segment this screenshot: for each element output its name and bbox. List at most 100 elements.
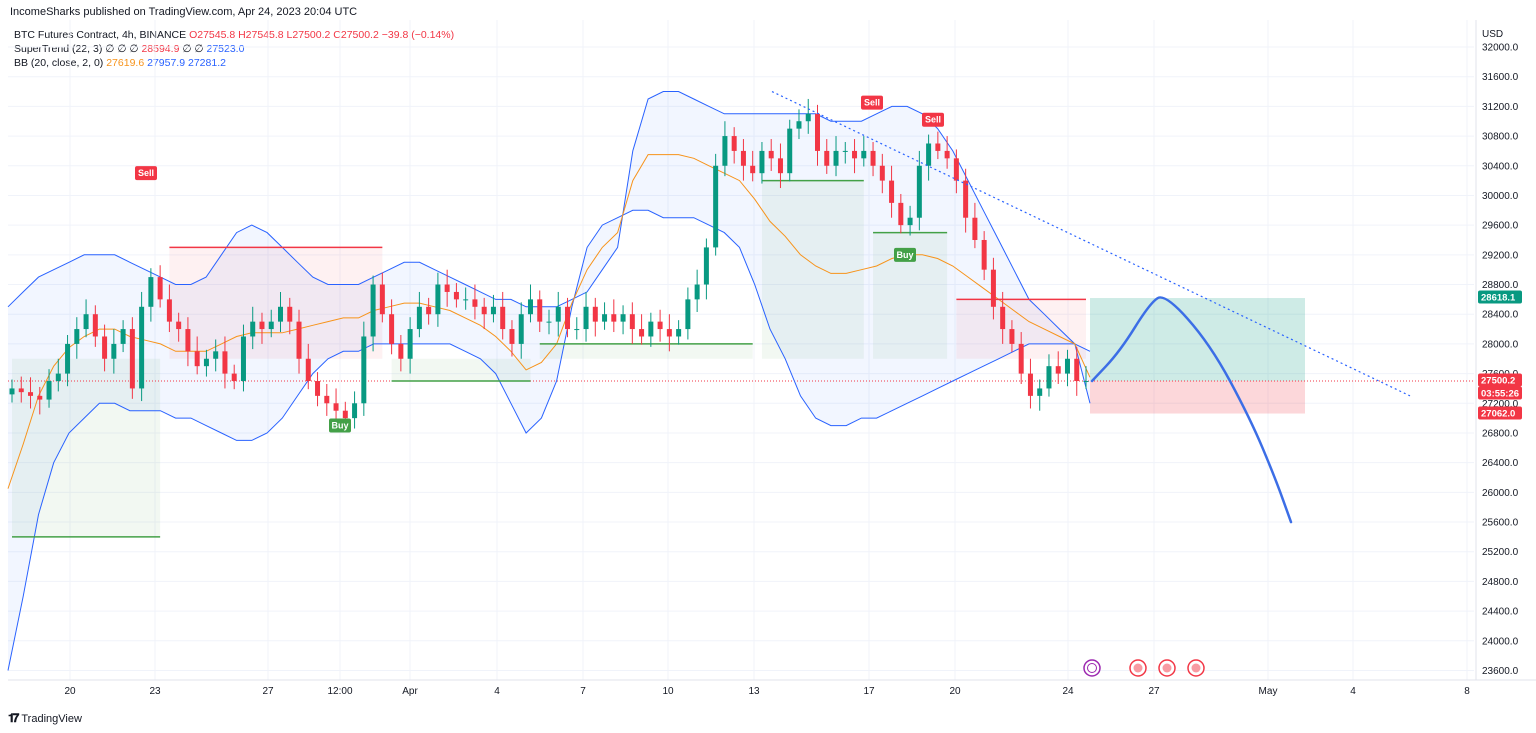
signal-buy: Buy xyxy=(329,418,351,433)
candle-body xyxy=(398,343,404,359)
candle-body xyxy=(546,321,552,323)
signal-badge xyxy=(894,247,916,262)
candle-body xyxy=(1037,388,1043,396)
x-tick-label: 7 xyxy=(580,686,586,697)
projection-curve xyxy=(1090,296,1293,524)
y-tick-label: 26400.0 xyxy=(1482,458,1519,469)
y-tick-label: 27200.0 xyxy=(1482,399,1519,410)
candle-body xyxy=(592,306,598,322)
candle-body xyxy=(815,113,820,151)
legend-bb-label: BB (20, close, 2, 0) xyxy=(14,57,104,69)
candle-body xyxy=(750,165,756,174)
candle-body xyxy=(176,321,182,330)
x-tick-label: May xyxy=(1259,686,1278,697)
x-tick-label: 24 xyxy=(1062,686,1074,697)
candle-body xyxy=(666,329,672,337)
tradingview-brand[interactable]: 𝟏𝟕 TradingView xyxy=(8,711,82,726)
candle-body xyxy=(352,403,358,419)
candle-body xyxy=(574,329,580,331)
candle-body xyxy=(74,329,80,344)
y-tick-label: 28400.0 xyxy=(1482,310,1519,321)
candle-body xyxy=(453,291,459,300)
candle-body xyxy=(926,143,932,166)
x-tick-label: 8 xyxy=(1464,686,1470,697)
candle-body xyxy=(444,284,450,292)
candle-body xyxy=(37,395,43,400)
y-tick-label: 31200.0 xyxy=(1482,102,1519,113)
candle-body xyxy=(222,351,228,374)
signal-buy: Buy xyxy=(894,247,916,262)
legend-eye-icons-2: ∅ ∅ xyxy=(182,43,207,55)
signal-sell: Sell xyxy=(922,112,944,127)
publisher-line: IncomeSharks published on TradingView.co… xyxy=(10,6,358,18)
candle-body xyxy=(46,381,52,400)
axis-currency: USD xyxy=(1482,29,1503,40)
candle-body xyxy=(777,158,783,174)
candle-body xyxy=(722,136,728,166)
y-tick-label: 28000.0 xyxy=(1482,339,1519,350)
candle-body xyxy=(278,306,283,322)
candle-body xyxy=(1018,343,1024,374)
candle-body xyxy=(879,165,885,181)
candle-body xyxy=(694,284,700,300)
candle-body xyxy=(583,306,589,330)
legend-symbol: BTC Futures Contract, 4h, BINANCE xyxy=(14,29,187,41)
position-stop-zone xyxy=(1090,381,1305,414)
signal-label: Sell xyxy=(138,168,154,178)
candle-body xyxy=(805,113,811,122)
candle-body xyxy=(796,121,802,129)
candle-body xyxy=(102,336,108,359)
candle-body xyxy=(435,284,441,315)
candle-body xyxy=(537,299,543,322)
candle-body xyxy=(703,247,709,285)
candle-body xyxy=(972,217,978,240)
candle-body xyxy=(842,150,848,152)
brand-name: TradingView xyxy=(21,712,82,725)
candle-body xyxy=(509,329,515,344)
candle-body xyxy=(713,165,719,248)
price-axis[interactable]: USD 23600.0 24000.0 24400.0 24800.0 25200.0 25… xyxy=(1482,29,1519,677)
candle-body xyxy=(250,321,256,337)
candle-body xyxy=(148,277,154,307)
price-tag-bg xyxy=(1478,290,1522,304)
candle-body xyxy=(268,321,274,330)
candle-body xyxy=(759,150,765,174)
candle-body xyxy=(231,373,237,382)
legend-supertrend-label: SuperTrend (22, 3) xyxy=(14,43,103,55)
candle-body xyxy=(611,314,617,322)
candle-body xyxy=(518,314,524,344)
bb-lower-line xyxy=(7,209,1091,671)
candle-body xyxy=(527,299,533,315)
candle-body xyxy=(287,306,293,322)
candle-body xyxy=(92,314,98,337)
y-tick-label: 25200.0 xyxy=(1482,547,1519,558)
candle-body xyxy=(1074,358,1080,382)
long-position-box[interactable] xyxy=(8,298,1474,414)
candle-body xyxy=(416,306,422,330)
candle-body xyxy=(361,336,367,404)
chart-legend: BTC Futures Contract, 4h, BINANCE O27545… xyxy=(14,28,454,70)
signal-label: Sell xyxy=(864,98,880,108)
x-tick-label: 4 xyxy=(1350,686,1356,697)
candle-body xyxy=(240,336,246,382)
x-tick-label: 12:00 xyxy=(327,686,352,697)
price-tag-label: 27062.0 xyxy=(1481,409,1515,420)
signal-badge xyxy=(329,418,351,433)
candle-body xyxy=(685,299,691,330)
y-tick-label: 30400.0 xyxy=(1482,161,1519,172)
candle-body xyxy=(500,306,506,330)
candle-body xyxy=(342,410,348,419)
candle-body xyxy=(740,150,746,166)
candle-body xyxy=(629,314,635,330)
signal-badge xyxy=(922,112,944,127)
price-tags: 28618.1 27500.2 03:55:26 27062.0 xyxy=(1478,290,1522,420)
candle-body xyxy=(731,136,737,151)
candle-body xyxy=(1027,373,1033,396)
time-axis[interactable]: 20 23 27 12:00 Apr 4 7 10 13 17 20 24 27 May 4 8 xyxy=(64,686,1470,697)
candle-body xyxy=(203,358,209,367)
y-tick-label: 31600.0 xyxy=(1482,72,1519,83)
candle-body xyxy=(648,321,654,337)
candle-body xyxy=(9,388,15,395)
event-icons[interactable] xyxy=(1083,659,1205,677)
